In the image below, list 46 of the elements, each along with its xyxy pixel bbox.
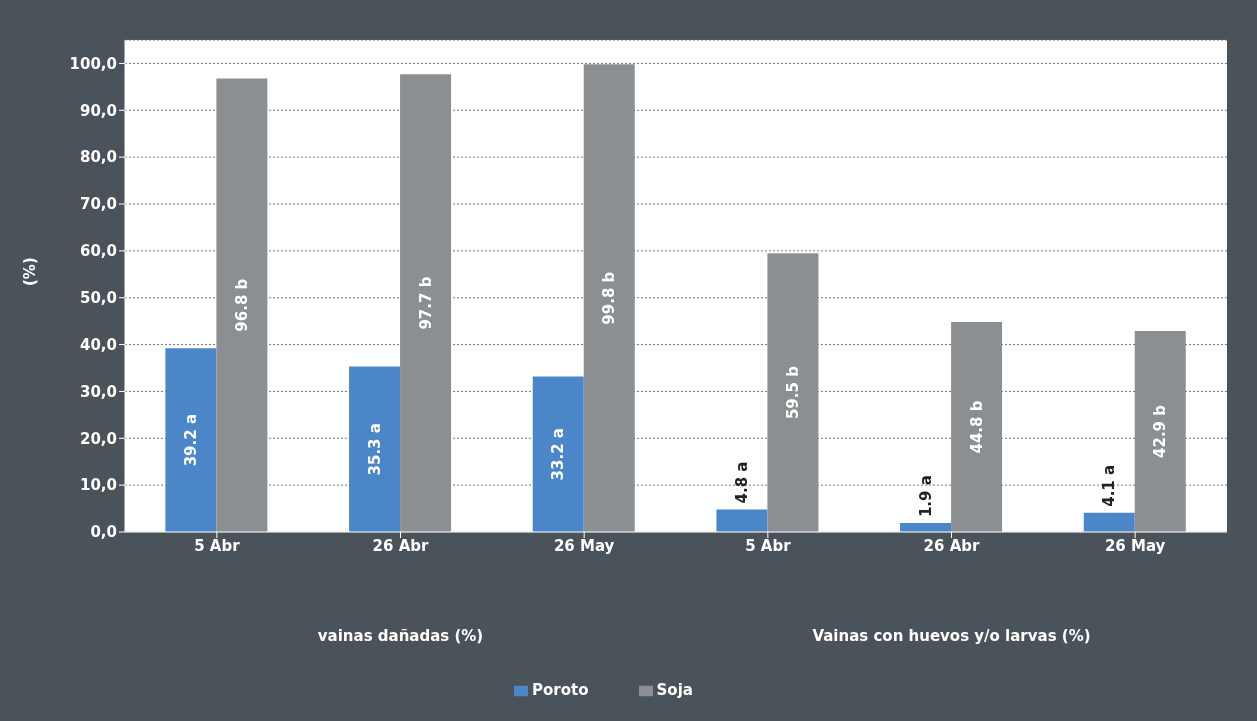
x-tick-label: 26 Abr bbox=[923, 536, 981, 555]
data-label: 35.3 a bbox=[365, 423, 384, 476]
data-label: 39.2 a bbox=[181, 413, 200, 467]
bar bbox=[349, 366, 401, 532]
text: vainas dañadas (%) bbox=[316, 627, 485, 645]
data-label: 44.8 b bbox=[967, 400, 986, 454]
data-label: 96.8 b bbox=[232, 278, 251, 332]
y-tick-label: 90,0 bbox=[79, 101, 117, 120]
y-tick-label: 100,0 bbox=[69, 54, 117, 73]
bar bbox=[532, 376, 584, 532]
bar bbox=[951, 322, 1003, 532]
data-label: 4.1 a bbox=[1100, 464, 1119, 507]
y-axis-title: (%) bbox=[21, 257, 40, 286]
data-label: 99.8 b bbox=[600, 271, 619, 325]
legend-label: Poroto bbox=[532, 681, 589, 699]
bar bbox=[1083, 512, 1135, 532]
bar bbox=[716, 509, 768, 532]
data-label: 59.5 b bbox=[783, 365, 802, 420]
bar bbox=[900, 523, 952, 532]
text: Vainas con huevos y/o larvas (%) bbox=[811, 627, 1092, 645]
y-tick-label: 0,0 bbox=[90, 523, 117, 542]
data-label: 1.9 a bbox=[916, 475, 935, 518]
bar bbox=[216, 78, 268, 532]
bar bbox=[400, 74, 452, 532]
legend-label: Soja bbox=[656, 681, 693, 699]
bar bbox=[583, 64, 635, 532]
x-tick-label: 5 Abr bbox=[194, 536, 241, 555]
data-label: 42.9 b bbox=[1151, 404, 1170, 458]
bar bbox=[1134, 330, 1186, 532]
y-tick-label: 80,0 bbox=[79, 148, 117, 167]
y-tick-label: 30,0 bbox=[79, 382, 117, 401]
y-tick-label: 50,0 bbox=[79, 289, 117, 308]
data-label: 97.7 b bbox=[416, 276, 435, 330]
data-label: 4.8 a bbox=[732, 461, 751, 504]
x-tick-label: 5 Abr bbox=[745, 536, 792, 555]
x-tick-label: 26 May bbox=[553, 536, 615, 555]
bar bbox=[165, 348, 217, 532]
y-tick-label: 60,0 bbox=[79, 242, 117, 261]
x-tick-label: 26 Abr bbox=[372, 536, 430, 555]
y-tick-label: 10,0 bbox=[79, 476, 117, 495]
data-label: 33.2 a bbox=[549, 428, 568, 481]
x-tick-label: 26 May bbox=[1104, 536, 1166, 555]
y-tick-label: 20,0 bbox=[79, 429, 117, 448]
bar bbox=[767, 253, 819, 532]
y-tick-label: 70,0 bbox=[79, 195, 117, 214]
y-tick-label: 40,0 bbox=[79, 335, 117, 354]
